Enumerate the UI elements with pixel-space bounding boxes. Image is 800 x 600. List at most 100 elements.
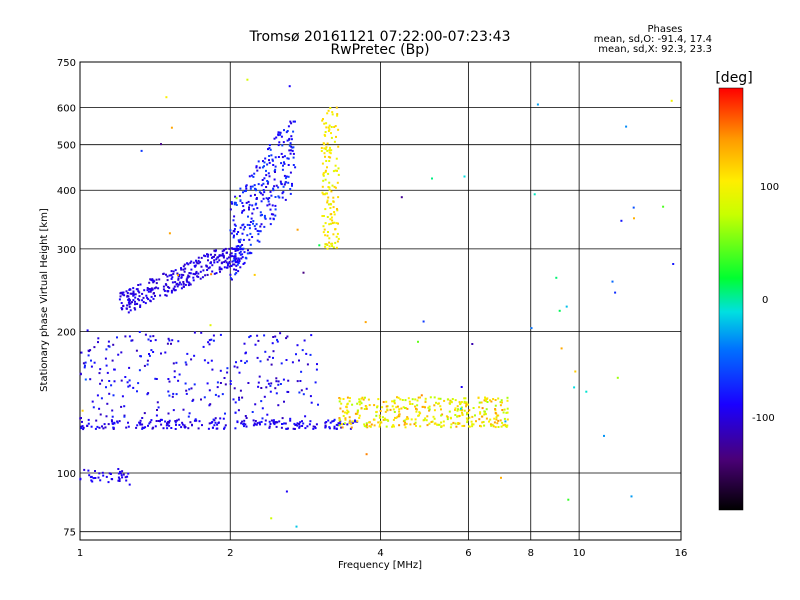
data-point xyxy=(185,363,188,366)
data-point xyxy=(324,424,327,427)
data-point xyxy=(243,251,246,254)
data-point xyxy=(331,222,334,225)
data-point xyxy=(120,351,123,354)
data-point xyxy=(330,132,332,135)
data-point xyxy=(197,275,200,278)
data-point xyxy=(120,302,123,304)
data-point xyxy=(496,414,499,417)
data-point xyxy=(558,309,561,312)
data-point xyxy=(127,298,130,301)
data-point xyxy=(185,389,188,392)
data-point xyxy=(533,193,536,196)
data-point xyxy=(173,289,176,292)
data-point xyxy=(80,351,83,354)
data-point xyxy=(246,223,249,226)
data-point xyxy=(82,362,85,365)
data-point xyxy=(99,413,102,416)
data-point xyxy=(138,295,141,298)
data-point xyxy=(239,226,242,229)
data-point xyxy=(275,392,278,395)
data-point xyxy=(234,250,237,252)
data-point xyxy=(245,187,248,190)
data-point xyxy=(248,208,250,211)
data-point xyxy=(254,343,257,346)
data-point xyxy=(338,424,341,427)
data-point xyxy=(258,230,261,233)
data-point xyxy=(92,477,95,480)
data-point xyxy=(282,185,285,188)
data-point xyxy=(257,339,260,342)
data-point xyxy=(124,335,127,338)
data-point xyxy=(137,382,140,385)
data-point xyxy=(252,424,255,427)
data-point xyxy=(392,424,395,427)
data-point xyxy=(252,419,255,422)
data-point xyxy=(285,175,288,178)
data-point xyxy=(428,408,431,411)
data-point xyxy=(321,191,324,194)
data-point xyxy=(326,247,329,250)
data-point xyxy=(415,408,418,411)
data-point xyxy=(406,416,409,419)
data-point xyxy=(443,399,446,402)
data-point xyxy=(330,242,333,245)
data-point xyxy=(233,387,236,390)
data-point xyxy=(286,157,289,160)
data-point xyxy=(368,404,371,407)
data-point xyxy=(272,217,275,220)
data-point xyxy=(171,339,174,342)
data-point xyxy=(385,400,388,403)
data-point xyxy=(168,339,171,342)
data-point xyxy=(189,283,192,286)
data-point xyxy=(273,185,276,188)
data-point xyxy=(238,252,241,255)
data-point xyxy=(147,424,149,427)
data-point xyxy=(501,409,504,411)
data-point xyxy=(148,422,151,425)
data-point xyxy=(343,422,346,425)
data-point xyxy=(500,399,503,402)
data-point xyxy=(231,255,234,258)
data-point xyxy=(158,278,161,281)
data-point xyxy=(206,273,209,276)
data-point xyxy=(360,407,363,410)
data-point xyxy=(242,247,245,250)
data-point xyxy=(257,160,260,163)
data-point xyxy=(141,292,144,295)
data-point xyxy=(155,420,158,422)
data-point xyxy=(180,276,183,279)
data-point xyxy=(454,407,457,410)
data-point xyxy=(120,379,123,382)
data-point xyxy=(321,119,324,122)
data-point xyxy=(112,394,115,397)
data-point xyxy=(98,407,101,410)
data-point xyxy=(240,247,243,250)
data-point xyxy=(116,336,118,339)
data-point xyxy=(450,423,453,426)
data-point xyxy=(172,362,175,365)
data-point xyxy=(336,232,339,235)
data-point xyxy=(113,380,116,383)
data-point xyxy=(165,294,168,297)
data-point xyxy=(79,477,82,480)
data-point xyxy=(325,146,328,149)
data-point xyxy=(289,142,292,145)
data-point xyxy=(189,272,192,275)
data-point xyxy=(187,263,190,266)
data-point xyxy=(471,423,474,426)
data-point xyxy=(141,299,144,302)
data-point xyxy=(134,300,136,303)
data-point xyxy=(310,334,313,337)
data-point xyxy=(467,411,469,414)
data-point xyxy=(130,292,133,295)
data-point xyxy=(240,359,243,362)
data-point xyxy=(274,156,277,159)
data-point xyxy=(188,275,191,278)
data-point xyxy=(391,405,394,408)
colorbar-tick-0: 0 xyxy=(762,295,768,306)
data-point xyxy=(291,149,294,152)
data-point xyxy=(499,401,502,404)
data-point xyxy=(253,225,256,228)
data-point xyxy=(261,417,264,420)
data-point xyxy=(104,357,107,360)
